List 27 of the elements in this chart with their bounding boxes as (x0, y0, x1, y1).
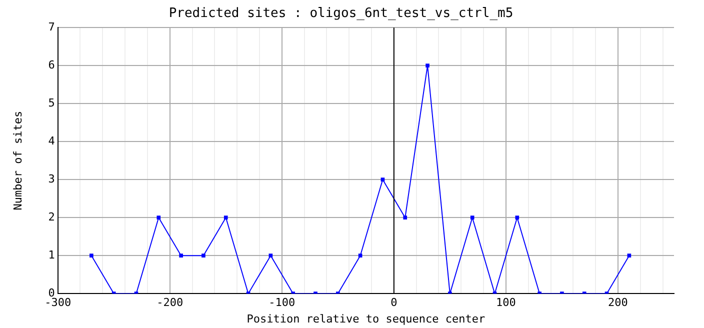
y-tick-label: 1 (48, 248, 55, 262)
point (224, 216, 228, 220)
point (627, 254, 632, 258)
x-tick-label: 100 (496, 296, 516, 310)
x-tick-label: -200 (156, 296, 184, 310)
point (515, 216, 520, 220)
y-tick-label: 3 (48, 172, 55, 186)
y-axis-title: Number of sites (11, 110, 24, 210)
point (202, 254, 206, 258)
x-tick-label: 200 (608, 296, 628, 310)
x-tick-label: -100 (268, 296, 296, 310)
x-tick-label: 0 (390, 296, 398, 310)
point (90, 254, 94, 258)
point (179, 254, 183, 258)
y-tick-label: 6 (48, 58, 55, 72)
point (380, 178, 385, 182)
x-axis-title: Position relative to sequence center (246, 312, 486, 326)
y-tick-label: 4 (48, 134, 56, 148)
point (156, 216, 161, 220)
point (470, 216, 474, 220)
point (403, 216, 408, 220)
chart-title: Predicted sites : oligos_6nt_test_vs_ctrl_m5 (168, 6, 514, 22)
point (268, 254, 273, 258)
point (358, 254, 362, 258)
y-tick-label: 2 (48, 210, 55, 224)
y-tick-label: 7 (48, 20, 55, 34)
y-tick-label: 5 (48, 96, 55, 110)
